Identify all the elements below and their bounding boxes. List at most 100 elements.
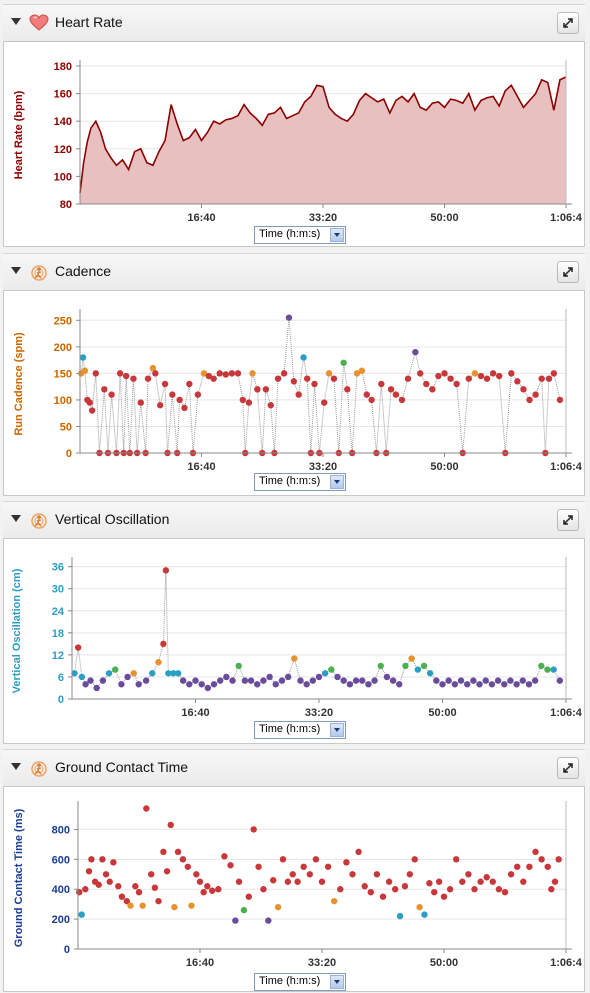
data-point [383, 673, 391, 681]
expand-icon[interactable] [557, 509, 579, 531]
x-tick-label: 33:20 [309, 212, 337, 224]
data-point [289, 871, 296, 878]
y-axis-label: Run Cadence (spm) [13, 332, 25, 436]
data-point [196, 878, 204, 885]
data-point [234, 370, 242, 377]
panel-title: Ground Contact Time [55, 759, 189, 775]
data-point [465, 375, 472, 382]
data-point [545, 375, 553, 382]
y-tick-label: 36 [52, 562, 64, 574]
y-tick-label: 0 [64, 944, 70, 956]
data-point [389, 677, 397, 684]
data-point [431, 889, 438, 896]
data-point [300, 863, 307, 870]
data-point [470, 677, 477, 684]
data-point [368, 396, 375, 404]
data-point [352, 677, 360, 684]
dropdown-arrow-icon[interactable] [330, 228, 344, 242]
collapse-triangle-icon[interactable] [11, 267, 21, 274]
data-point [217, 677, 224, 684]
time-axis-select[interactable]: Time (h:m:s) [254, 226, 346, 244]
data-point [95, 881, 102, 888]
collapse-triangle-icon[interactable] [11, 515, 21, 522]
data-point [358, 367, 366, 374]
expand-icon[interactable] [557, 261, 579, 283]
dropdown-arrow-icon[interactable] [330, 723, 344, 737]
expand-icon[interactable] [557, 757, 579, 779]
data-point [86, 399, 93, 406]
data-point [398, 396, 406, 404]
data-point [270, 877, 277, 884]
data-point [285, 314, 293, 321]
data-point [337, 886, 344, 893]
data-point [99, 856, 106, 863]
data-point [532, 391, 539, 398]
y-tick-label: 24 [52, 606, 65, 618]
data-point [260, 886, 267, 893]
x-tick-label: 16:40 [187, 212, 215, 224]
data-point [194, 391, 202, 398]
data-point [328, 666, 335, 673]
data-point [170, 670, 177, 677]
data-point [321, 399, 328, 406]
chart-body: 0 50 100 150 200 250 Run Cadence (spm) 16:40 33:… [3, 290, 585, 496]
data-point [112, 666, 119, 673]
data-point [135, 681, 142, 688]
series-connector [73, 570, 561, 689]
data-point [538, 375, 545, 382]
data-point [198, 681, 205, 688]
expand-icon[interactable] [557, 12, 579, 34]
data-point [367, 889, 374, 896]
time-axis-select[interactable]: Time (h:m:s) [254, 473, 346, 491]
data-point [186, 681, 193, 688]
y-tick-label: 0 [58, 694, 64, 706]
data-point [176, 396, 183, 404]
data-point [76, 889, 83, 896]
dropdown-arrow-icon[interactable] [330, 975, 344, 989]
data-point [349, 871, 356, 878]
data-point [167, 821, 174, 829]
x-tick-label: 1:06:4 [550, 461, 583, 473]
runner-icon [31, 761, 47, 777]
y-tick-label: 18 [52, 628, 64, 640]
y-tick-label: 600 [52, 854, 70, 866]
data-point [371, 677, 378, 684]
data-point [184, 863, 191, 870]
dropdown-arrow-icon[interactable] [330, 475, 344, 489]
y-tick-label: 80 [60, 199, 72, 211]
time-axis-select[interactable]: Time (h:m:s) [254, 721, 346, 739]
ground-contact-time-chart: 0 200 400 600 800 Ground Contact Time (ms) 16:… [13, 801, 583, 969]
collapse-triangle-icon[interactable] [11, 18, 21, 25]
heart-rate-chart: 80 100 120 140 160 180 Heart Rate (bpm) 16:40 33… [13, 60, 583, 224]
data-point [149, 670, 156, 677]
data-point [165, 670, 172, 677]
data-point [216, 370, 223, 377]
data-point [365, 681, 372, 688]
x-tick-label: 16:40 [181, 707, 209, 719]
data-point [417, 370, 424, 377]
data-point [245, 399, 253, 406]
y-tick-label: 0 [66, 448, 72, 460]
collapse-triangle-icon[interactable] [11, 763, 21, 770]
data-point [266, 673, 273, 681]
data-point [334, 673, 341, 681]
data-point [304, 375, 311, 382]
data-point [151, 884, 159, 891]
time-axis-select[interactable]: Time (h:m:s) [254, 973, 346, 991]
data-point [396, 912, 404, 920]
data-point [274, 903, 282, 911]
data-point [188, 902, 195, 909]
data-point [538, 662, 545, 670]
data-point [160, 848, 167, 856]
data-point [359, 677, 366, 684]
data-point [148, 871, 155, 878]
data-point [353, 370, 361, 377]
data-point [74, 644, 82, 651]
data-point [229, 677, 236, 684]
y-tick-label: 50 [60, 421, 72, 433]
data-point [318, 878, 326, 885]
data-point [279, 856, 287, 863]
data-point [163, 868, 171, 875]
data-point [130, 670, 137, 677]
data-point [179, 677, 187, 684]
